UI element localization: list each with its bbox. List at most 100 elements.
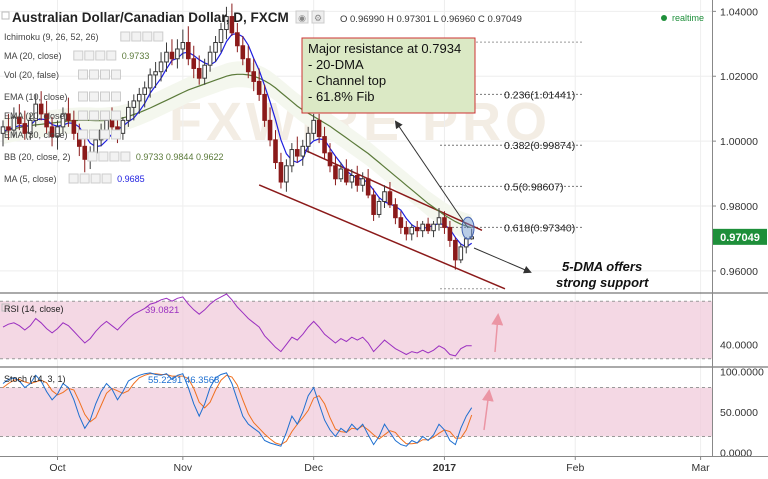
legend-eye-icon[interactable] (78, 129, 88, 140)
candle-body (349, 175, 355, 183)
candle-body (33, 103, 39, 121)
legend-gear-icon[interactable] (98, 151, 109, 162)
ichimoku-cloud-area (3, 61, 472, 241)
candle-body (273, 139, 278, 164)
channel-top-line (302, 148, 483, 232)
indicator-label[interactable]: EMA (20, close) (4, 111, 68, 121)
symbol-settings-icon[interactable] (1, 11, 10, 20)
rsi-settings-icon[interactable] (1, 303, 10, 312)
legend-plus-icon[interactable] (100, 129, 110, 140)
legend-close-icon[interactable] (153, 31, 164, 42)
legend-eye-icon[interactable] (78, 91, 88, 102)
time-axis[interactable]: Oct Nov Dec 2017 Feb Mar (49, 456, 710, 474)
candle-body (316, 119, 322, 138)
fibonacci-level-label: 0.382(0.99874) (504, 140, 575, 152)
candlesticks (0, 3, 474, 270)
legend-gear-icon[interactable] (79, 173, 90, 184)
fibonacci-level-label: 0.618(0.97340) (504, 222, 575, 234)
price-axis[interactable]: 1.04000 1.02000 1.00000 0.98000 0.96000 (712, 6, 758, 278)
ichimoku-cloud (3, 61, 472, 241)
legend-eye-icon[interactable] (87, 151, 98, 162)
candle-body (104, 119, 109, 131)
indicator-label[interactable]: Ichimoku (9, 26, 52, 26) (4, 32, 99, 42)
legend-close-icon[interactable] (120, 151, 131, 162)
price-channel (258, 148, 506, 290)
candle-body (66, 113, 71, 121)
legend-gear-icon[interactable] (89, 129, 99, 140)
legend-plus-icon[interactable] (109, 151, 120, 162)
legend-close-icon[interactable] (101, 173, 112, 184)
candle-body (360, 178, 365, 186)
candle-body (93, 139, 98, 154)
candle-body (153, 71, 158, 76)
header-settings-icon[interactable]: ⚙ (311, 10, 325, 24)
legend-gear-icon[interactable] (89, 69, 99, 80)
svg-text:⚙: ⚙ (314, 13, 322, 23)
legend-eye-icon[interactable] (120, 31, 131, 42)
time-axis-tick-label: Dec (304, 462, 323, 474)
support-arrow (473, 247, 532, 274)
legend-close-icon[interactable] (111, 91, 121, 102)
indicator-label[interactable]: MA (20, close) (4, 51, 62, 61)
legend-gear-icon[interactable] (89, 110, 99, 121)
candle-body (175, 48, 180, 60)
legend-eye-icon[interactable] (73, 50, 84, 61)
candle-body (420, 223, 425, 232)
candle-body (6, 126, 11, 131)
candle-body (404, 226, 409, 235)
candle-body (284, 165, 289, 183)
legend-plus-icon[interactable] (142, 31, 153, 42)
legend-gear-icon[interactable] (84, 50, 95, 61)
svg-text:◉: ◉ (298, 13, 306, 23)
legend-close-icon[interactable] (106, 50, 117, 61)
legend-eye-icon[interactable] (68, 173, 79, 184)
rsi-value: 39.0821 (145, 305, 179, 316)
resistance-line-3: - Channel top (308, 73, 386, 88)
header-eye-icon[interactable]: ◉ (295, 10, 309, 24)
fibonacci-levels: 0.236(1.01441) 0.382(0.99874) 0.5(0.98607)… (440, 41, 582, 290)
channel-bottom-line (258, 184, 506, 290)
indicator-label[interactable]: EMA (10, close) (4, 92, 68, 102)
support-annotation[interactable]: 5-DMA offers strong support (556, 259, 649, 290)
candle-body (251, 71, 256, 82)
candle-body (180, 42, 186, 50)
indicator-label[interactable]: MA (5, close) (4, 174, 57, 184)
resistance-line-1: Major resistance at 0.7934 (308, 41, 461, 56)
legend-close-icon[interactable] (111, 110, 121, 121)
legend-plus-icon[interactable] (95, 50, 106, 61)
rsi-band (0, 301, 712, 359)
candle-body (147, 74, 153, 89)
indicator-label[interactable]: EMA (30, close) (4, 130, 68, 140)
legend-plus-icon[interactable] (100, 110, 110, 121)
candle-body (71, 119, 77, 134)
candle-body (120, 119, 126, 134)
chart-title[interactable]: Australian Dollar/Canadian Dollar, D, FX… (12, 10, 289, 25)
resistance-annotation[interactable]: Major resistance at 0.7934 - 20-DMA - Ch… (301, 37, 476, 114)
legend-eye-icon[interactable] (78, 110, 88, 121)
candle-body (333, 165, 338, 180)
rsi-title[interactable]: RSI (14, close) (4, 304, 64, 314)
candle-body (207, 51, 213, 66)
candle-body (453, 239, 458, 261)
legend-close-icon[interactable] (111, 129, 121, 140)
candle-body (17, 116, 22, 125)
stoch-axis-label: 100.0000 (720, 366, 764, 378)
legend-eye-icon[interactable] (78, 69, 88, 80)
legend-plus-icon[interactable] (100, 69, 110, 80)
stoch-title[interactable]: Stoch (14, 3, 1) (4, 374, 66, 384)
price-axis-tick-label: 1.00000 (720, 136, 758, 148)
candle-body (186, 42, 191, 60)
price-axis-tick-label: 1.02000 (720, 71, 758, 83)
indicator-label[interactable]: BB (20, close, 2) (4, 152, 71, 162)
legend-gear-icon[interactable] (131, 31, 142, 42)
legend-close-icon[interactable] (111, 69, 121, 80)
candle-body (409, 226, 415, 235)
candle-body (295, 149, 300, 157)
time-axis-tick-label: Nov (174, 462, 193, 474)
legend-gear-icon[interactable] (89, 91, 99, 102)
candle-body (55, 126, 60, 138)
legend-plus-icon[interactable] (90, 173, 101, 184)
legend-plus-icon[interactable] (100, 91, 110, 102)
indicator-label[interactable]: Vol (20, false) (4, 70, 59, 80)
